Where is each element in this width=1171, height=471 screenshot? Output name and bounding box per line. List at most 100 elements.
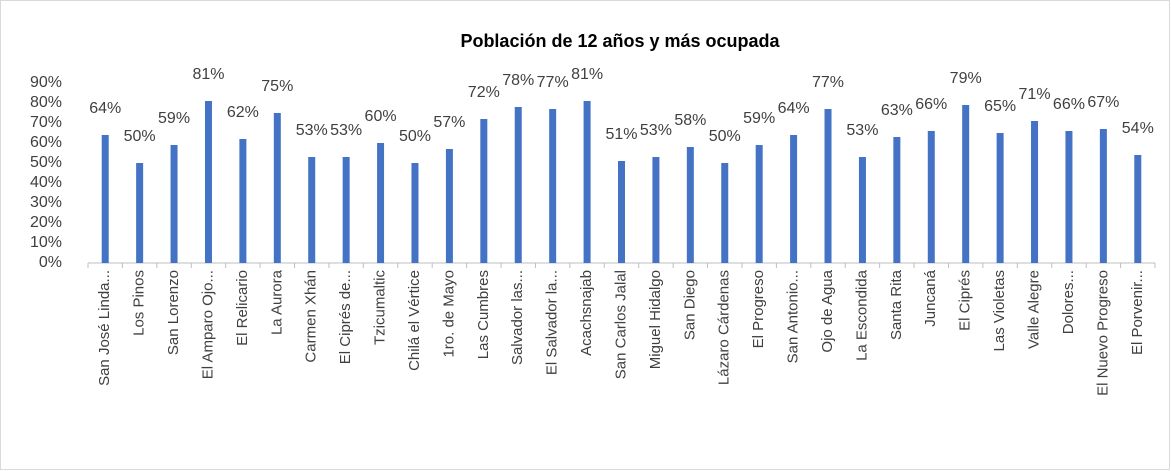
y-tick-label: 30% (30, 194, 62, 211)
data-label: 67% (1087, 94, 1119, 111)
x-tick-label: San Diego (681, 270, 698, 340)
bar (101, 135, 109, 263)
bar (962, 105, 970, 263)
x-tick-label: La Aurora (268, 269, 285, 335)
data-label: 58% (674, 112, 706, 129)
bar (824, 109, 832, 263)
x-tick-label: El Progreso (750, 270, 767, 348)
bar (239, 139, 247, 263)
x-tick-label: Las Violetas (991, 270, 1008, 351)
data-label: 66% (1053, 96, 1085, 113)
x-tick-label: Santa Rita (888, 269, 905, 340)
bar (308, 157, 316, 263)
x-tick-label: El Porvenir... (1129, 270, 1146, 355)
bar (1031, 121, 1039, 263)
bar (686, 147, 694, 263)
x-tick-label: Dolores... (1060, 270, 1077, 334)
x-tick-label: Los Pinos (131, 270, 148, 336)
x-tick-label: Ojo de Agua (819, 269, 836, 352)
x-tick-label: 1ro. de Mayo (440, 270, 457, 358)
bar (927, 131, 935, 263)
data-label: 51% (605, 126, 637, 143)
x-tick-label: Salvador las... (509, 270, 526, 365)
data-label: 65% (984, 98, 1016, 115)
x-tick-label: Miguel Hidalgo (647, 270, 664, 369)
y-tick-label: 70% (30, 114, 62, 131)
data-label: 64% (89, 100, 121, 117)
data-label: 59% (158, 110, 190, 127)
bar (549, 109, 557, 263)
bar (514, 107, 522, 263)
x-tick-label: El Nuevo Progreso (1094, 270, 1111, 396)
y-tick-label: 40% (30, 174, 62, 191)
bar (755, 145, 763, 263)
data-label: 64% (778, 100, 810, 117)
y-tick-label: 50% (30, 154, 62, 171)
x-tick-label: Chilá el Vértice (406, 270, 423, 371)
data-label: 54% (1122, 120, 1154, 137)
bar (1134, 155, 1142, 263)
bar (377, 143, 385, 263)
bar (790, 135, 798, 263)
bar (583, 101, 591, 263)
data-label: 53% (330, 122, 362, 139)
data-label: 50% (124, 128, 156, 145)
x-tick-label: Tzicumaltic (372, 270, 389, 346)
bar (411, 163, 419, 263)
data-label: 75% (261, 78, 293, 95)
data-label: 59% (743, 110, 775, 127)
bar (652, 157, 660, 263)
data-label: 81% (571, 66, 603, 83)
y-tick-label: 90% (30, 74, 62, 91)
bar (721, 163, 729, 263)
x-tick-label: El Ciprés de... (337, 270, 354, 364)
x-tick-label: Lázaro Cárdenas (716, 270, 733, 385)
data-label: 78% (502, 72, 534, 89)
bar (204, 101, 212, 263)
data-label: 79% (950, 70, 982, 87)
data-label: 60% (365, 108, 397, 125)
bar (342, 157, 350, 263)
bar (618, 161, 625, 263)
x-tick-label: Carmen Xhán (303, 270, 320, 363)
x-tick-label: La Escondida (853, 269, 870, 361)
data-label: 66% (915, 96, 947, 113)
data-label: 72% (468, 84, 500, 101)
x-tick-label: El Relicario (234, 270, 251, 346)
bar (893, 137, 901, 263)
data-label: 77% (812, 74, 844, 91)
data-label: 57% (433, 114, 465, 131)
data-label: 71% (1019, 86, 1051, 103)
data-label: 53% (296, 122, 328, 139)
data-label: 81% (192, 66, 224, 83)
bar (273, 113, 281, 263)
bar (1099, 129, 1107, 263)
bar (170, 145, 178, 263)
data-label: 50% (399, 128, 431, 145)
x-tick-label: San Antonio... (785, 270, 802, 363)
x-tick-label: San Carlos Jalal (612, 270, 629, 379)
chart-title: Población de 12 años y más ocupada (460, 31, 780, 51)
data-label: 62% (227, 104, 259, 121)
x-tick-label: Las Cumbres (475, 270, 492, 359)
data-label: 63% (881, 102, 913, 119)
data-label: 77% (537, 74, 569, 91)
x-tick-label: El Salvador la... (544, 270, 561, 375)
bar (480, 119, 488, 263)
y-tick-label: 0% (39, 254, 62, 271)
data-label: 50% (709, 128, 741, 145)
data-label: 53% (640, 122, 672, 139)
bar (858, 157, 866, 263)
y-tick-label: 10% (30, 234, 62, 251)
data-label: 53% (846, 122, 878, 139)
y-tick-label: 20% (30, 214, 62, 231)
x-tick-label: Valle Alegre (1026, 270, 1043, 349)
bar (445, 149, 453, 263)
x-tick-label: El Ciprés (957, 270, 974, 331)
x-tick-label: San José Linda... (96, 270, 113, 386)
x-tick-label: Acachsnajab (578, 270, 595, 356)
y-tick-label: 80% (30, 94, 62, 111)
bar (136, 163, 144, 263)
